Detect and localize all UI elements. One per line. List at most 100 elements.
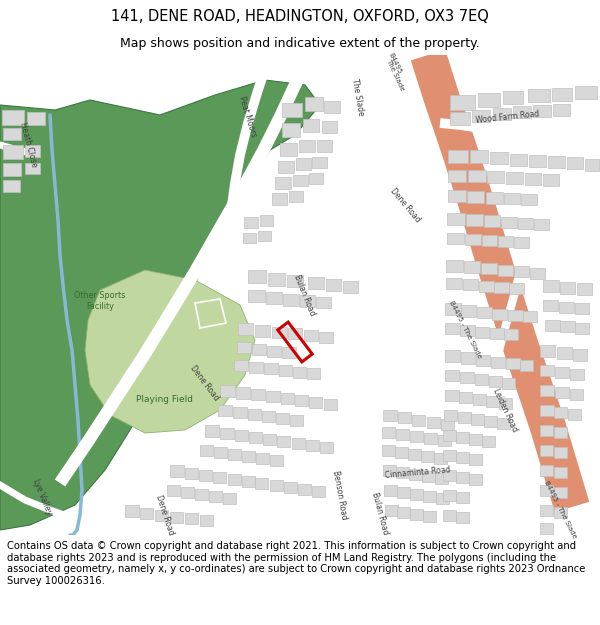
Polygon shape — [447, 233, 464, 244]
Polygon shape — [398, 412, 411, 423]
Polygon shape — [570, 389, 583, 400]
Polygon shape — [282, 103, 302, 117]
Polygon shape — [486, 192, 503, 204]
Polygon shape — [560, 282, 575, 294]
Polygon shape — [422, 471, 435, 482]
Polygon shape — [545, 320, 560, 331]
Polygon shape — [383, 465, 396, 476]
Polygon shape — [528, 89, 550, 102]
Polygon shape — [282, 123, 300, 137]
Polygon shape — [292, 438, 305, 449]
Polygon shape — [543, 280, 559, 292]
Polygon shape — [270, 455, 283, 466]
Text: Playing Field: Playing Field — [137, 396, 193, 404]
Polygon shape — [470, 150, 488, 163]
Polygon shape — [218, 405, 232, 416]
Polygon shape — [540, 505, 553, 516]
Polygon shape — [309, 173, 323, 184]
Polygon shape — [396, 467, 409, 478]
Polygon shape — [293, 367, 306, 378]
Polygon shape — [397, 487, 410, 498]
Polygon shape — [263, 434, 276, 445]
Polygon shape — [3, 128, 21, 140]
Polygon shape — [296, 158, 311, 170]
Polygon shape — [559, 302, 574, 313]
Text: B4495: B4495 — [388, 52, 403, 74]
Polygon shape — [450, 95, 475, 110]
Polygon shape — [262, 411, 275, 422]
Polygon shape — [423, 511, 436, 522]
Text: B4495 - The Slade: B4495 - The Slade — [448, 300, 482, 360]
Polygon shape — [575, 303, 589, 314]
Polygon shape — [397, 507, 410, 518]
Polygon shape — [460, 325, 475, 336]
Polygon shape — [236, 387, 250, 399]
Polygon shape — [567, 157, 583, 169]
Polygon shape — [287, 275, 303, 287]
Polygon shape — [243, 233, 256, 243]
Text: The Slade: The Slade — [385, 58, 405, 92]
Polygon shape — [248, 290, 265, 302]
Polygon shape — [490, 328, 504, 339]
Polygon shape — [242, 476, 255, 487]
Polygon shape — [479, 281, 494, 292]
Polygon shape — [560, 321, 575, 332]
Polygon shape — [448, 190, 466, 202]
Polygon shape — [554, 507, 567, 518]
Polygon shape — [443, 450, 456, 461]
Polygon shape — [446, 260, 463, 272]
Polygon shape — [170, 512, 183, 523]
Polygon shape — [553, 104, 570, 116]
Polygon shape — [300, 295, 315, 307]
Polygon shape — [478, 93, 500, 107]
Polygon shape — [456, 512, 469, 523]
Polygon shape — [554, 407, 567, 418]
Polygon shape — [320, 442, 333, 453]
Polygon shape — [242, 451, 255, 462]
Polygon shape — [304, 330, 318, 341]
Polygon shape — [523, 311, 537, 322]
Polygon shape — [494, 282, 509, 293]
Polygon shape — [475, 374, 488, 385]
Polygon shape — [27, 112, 45, 125]
Polygon shape — [503, 91, 523, 104]
Polygon shape — [205, 425, 219, 437]
Polygon shape — [223, 493, 236, 504]
Polygon shape — [448, 150, 468, 163]
Polygon shape — [185, 513, 198, 524]
Polygon shape — [155, 510, 168, 521]
Polygon shape — [235, 430, 248, 441]
Polygon shape — [445, 350, 460, 362]
Polygon shape — [234, 360, 248, 371]
Polygon shape — [255, 478, 268, 489]
Text: Bulan Road: Bulan Road — [370, 491, 390, 535]
Polygon shape — [237, 342, 251, 353]
Polygon shape — [472, 110, 490, 122]
Polygon shape — [278, 161, 294, 173]
Polygon shape — [469, 454, 482, 465]
Polygon shape — [233, 407, 247, 418]
Polygon shape — [577, 283, 592, 295]
Polygon shape — [510, 154, 527, 166]
Polygon shape — [228, 474, 241, 485]
Polygon shape — [554, 487, 567, 498]
Polygon shape — [409, 469, 422, 480]
Polygon shape — [498, 265, 513, 276]
Text: Lye Valley: Lye Valley — [31, 478, 53, 516]
Polygon shape — [465, 234, 481, 245]
Polygon shape — [540, 425, 553, 436]
Polygon shape — [251, 389, 265, 400]
Polygon shape — [490, 152, 508, 164]
Polygon shape — [408, 449, 421, 460]
Polygon shape — [456, 432, 469, 443]
Polygon shape — [424, 433, 437, 444]
Polygon shape — [140, 508, 153, 519]
Text: Map shows position and indicative extent of the property.: Map shows position and indicative extent… — [120, 38, 480, 51]
Polygon shape — [469, 434, 482, 445]
Polygon shape — [410, 489, 423, 500]
Polygon shape — [557, 347, 572, 359]
Polygon shape — [256, 453, 269, 464]
Polygon shape — [324, 101, 340, 113]
Polygon shape — [533, 105, 551, 117]
Polygon shape — [487, 171, 504, 183]
